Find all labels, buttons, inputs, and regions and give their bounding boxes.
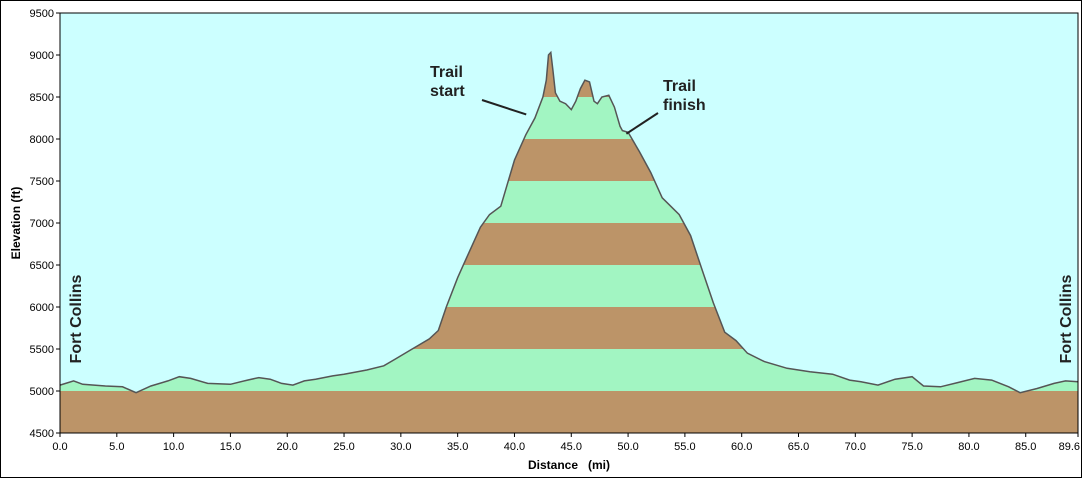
x-tick-label: 75.0 — [901, 441, 922, 453]
fort-collins-left-label: Fort Collins — [68, 274, 85, 363]
trail-finish-label: Trail — [663, 78, 696, 95]
y-tick-label: 7000 — [30, 218, 54, 230]
x-tick-label: 25.0 — [333, 441, 354, 453]
y-tick-label: 9500 — [30, 8, 54, 20]
trail-finish-label: finish — [663, 97, 706, 114]
x-tick-label: 80.0 — [958, 441, 979, 453]
x-tick-label: 0.0 — [52, 441, 67, 453]
y-tick-label: 8000 — [30, 134, 54, 146]
x-tick-label: 70.0 — [845, 441, 866, 453]
y-tick-label: 7500 — [30, 176, 54, 188]
y-tick-label: 5500 — [30, 344, 54, 356]
y-axis-title: Elevation (ft) — [9, 187, 23, 260]
x-tick-label: 65.0 — [788, 441, 809, 453]
x-tick-label: 10.0 — [163, 441, 184, 453]
trail-finish-leader — [625, 112, 659, 135]
y-tick-label: 6000 — [30, 302, 54, 314]
trail-start-label: Trail — [430, 64, 463, 81]
x-tick-label: 55.0 — [674, 441, 695, 453]
x-tick-label: 50.0 — [617, 441, 638, 453]
y-tick-label: 6500 — [30, 260, 54, 272]
annotations: Fort Collins Fort Collins Trail start Trail f… — [68, 64, 1075, 363]
x-tick-label: 30.0 — [390, 441, 411, 453]
x-tick-label: 45.0 — [561, 441, 582, 453]
y-axis: 4500 5000 5500 6000 6500 7000 7500 8000 8500 9000… — [30, 8, 60, 440]
x-tick-label: 35.0 — [447, 441, 468, 453]
x-tick-label: 85.0 — [1015, 441, 1036, 453]
x-tick-label: 40.0 — [504, 441, 525, 453]
elevation-band — [60, 391, 1078, 433]
fort-collins-right-label: Fort Collins — [1058, 274, 1075, 363]
y-tick-label: 5000 — [30, 386, 54, 398]
trail-start-leader — [481, 99, 527, 116]
x-tick-label: 5.0 — [109, 441, 124, 453]
y-tick-label: 9000 — [30, 50, 54, 62]
x-tick-label: 89.6 — [1059, 441, 1080, 453]
x-tick-label: 15.0 — [220, 441, 241, 453]
x-axis-title: Distance (mi) — [528, 458, 610, 472]
elevation-profile-line — [59, 50, 1079, 394]
y-tick-label: 8500 — [30, 92, 54, 104]
trail-start-label: start — [430, 83, 465, 100]
x-tick-label: 60.0 — [731, 441, 752, 453]
x-axis: 0.0 5.0 10.0 15.0 20.0 25.0 30.0 35.0 40.0 45.0 50… — [52, 433, 1080, 453]
x-tick-label: 20.0 — [277, 441, 298, 453]
y-tick-label: 4500 — [30, 428, 54, 440]
